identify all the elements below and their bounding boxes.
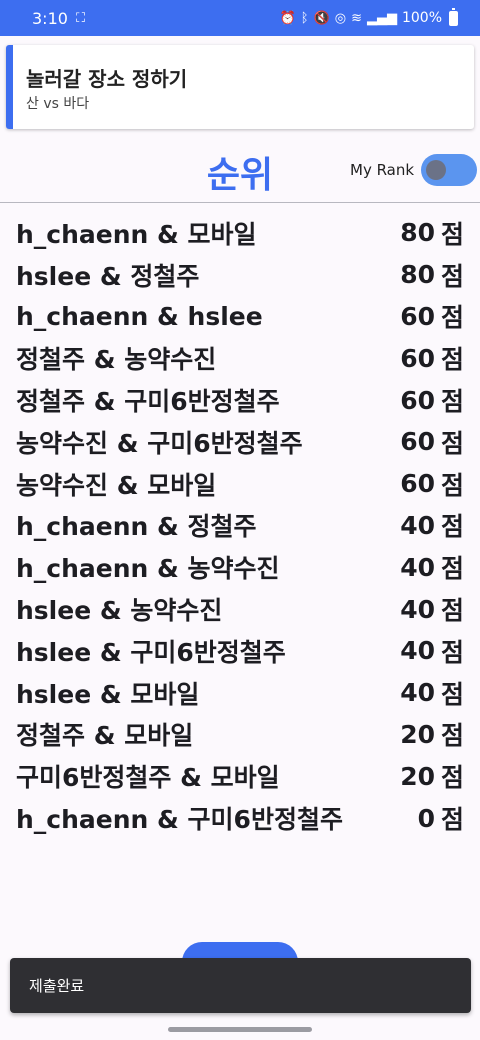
score-value: 40 [400,552,435,582]
room-header-card: 놀러갈 장소 정하기 산 vs 바다 [6,45,474,129]
toggle-knob[interactable] [426,160,446,180]
ranking-list: h_chaenn & 모바일 80 점 hslee & 정철주 80 점 h_chaenn … [16,212,464,839]
snackbar-message: 제출완료 [29,977,85,995]
ranking-row: 정철주 & 농약수진 60 점 [16,337,464,379]
status-time: 3:10 [32,8,68,28]
ranking-pair: hslee & 모바일 [16,679,200,709]
ranking-score: 60 점 [400,340,464,376]
ranking-row: h_chaenn & 모바일 80 점 [16,212,464,254]
score-unit: 점 [440,805,464,835]
snackbar: 제출완료 [10,958,471,1013]
alarm-icon: ⏰ [279,10,296,26]
score-value: 60 [400,343,435,373]
ranking-pair: h_chaenn & 정철주 [16,512,257,542]
ranking-score: 20 점 [400,716,464,752]
wifi-icon: ≋ [351,10,362,26]
ranking-row: 정철주 & 모바일 20 점 [16,714,464,756]
divider [0,202,480,203]
room-title: 놀러갈 장소 정하기 [26,67,188,91]
score-value: 60 [400,301,435,331]
ranking-row: h_chaenn & 구미6반정철주 0 점 [16,797,464,839]
ranking-row: h_chaenn & hslee 60 점 [16,296,464,338]
score-value: 20 [400,719,435,749]
ranking-pair: h_chaenn & 모바일 [16,219,257,249]
battery-icon [449,7,458,26]
battery-percent: 100% [401,10,442,26]
score-unit: 점 [440,679,464,709]
ranking-score: 60 점 [400,298,464,334]
ranking-pair: h_chaenn & 농약수진 [16,554,280,584]
ranking-pair: 구미6반정철주 & 모바일 [16,763,280,793]
my-rank-toggle[interactable] [421,154,477,186]
score-value: 60 [400,385,435,415]
room-subtitle: 산 vs 바다 [26,96,90,112]
ranking-row: 구미6반정철주 & 모바일 20 점 [16,755,464,797]
score-unit: 점 [440,387,464,417]
ranking-score: 80 점 [400,215,464,251]
ranking-score: 80 점 [400,257,464,293]
ranking-pair: hslee & 정철주 [16,261,200,291]
my-rank-label: My Rank [350,161,415,179]
ranking-pair: h_chaenn & 구미6반정철주 [16,805,343,835]
ranking-row: hslee & 모바일 40 점 [16,672,464,714]
bluetooth-icon: ᛒ [300,10,309,26]
ranking-score: 60 점 [400,466,464,502]
score-unit: 점 [440,721,464,751]
signal-icon: ▂▄▆ [366,10,397,26]
score-value: 80 [400,260,435,290]
score-unit: 점 [440,428,464,458]
ranking-score: 20 점 [400,758,464,794]
score-value: 60 [400,427,435,457]
score-unit: 점 [440,554,464,584]
ranking-pair: 농약수진 & 모바일 [16,470,217,500]
score-unit: 점 [440,470,464,500]
screenshot-icon: ⛶ [75,10,86,26]
ranking-score: 40 점 [400,591,464,627]
ranking-score: 40 점 [400,675,464,711]
ranking-row: hslee & 구미6반정철주 40 점 [16,630,464,672]
status-bar: 3:10 ⛶ ⏰ ᛒ 🔇 ◎ ≋ ▂▄▆ 100% [0,0,480,36]
ranking-pair: 정철주 & 농약수진 [16,345,217,375]
score-unit: 점 [440,596,464,626]
ranking-row: 농약수진 & 구미6반정철주 60 점 [16,421,464,463]
score-unit: 점 [440,303,464,333]
score-value: 60 [400,469,435,499]
mute-icon: 🔇 [313,10,330,26]
ranking-row: h_chaenn & 정철주 40 점 [16,505,464,547]
ranking-score: 60 점 [400,424,464,460]
gesture-nav-handle[interactable] [168,1027,312,1032]
score-value: 40 [400,678,435,708]
ranking-score: 60 점 [400,382,464,418]
score-value: 0 [417,803,435,833]
ranking-score: 40 점 [400,549,464,585]
header-accent-bar [6,45,13,129]
ranking-pair: 농약수진 & 구미6반정철주 [16,428,303,458]
ranking-pair: 정철주 & 모바일 [16,721,194,751]
score-unit: 점 [440,261,464,291]
ranking-row: hslee & 농약수진 40 점 [16,588,464,630]
ranking-title: 순위 [206,155,274,196]
ranking-pair: hslee & 구미6반정철주 [16,637,286,667]
score-value: 20 [400,761,435,791]
hotspot-icon: ◎ [334,10,347,26]
ranking-row: h_chaenn & 농약수진 40 점 [16,546,464,588]
score-unit: 점 [440,637,464,667]
ranking-pair: hslee & 농약수진 [16,596,223,626]
score-unit: 점 [440,345,464,375]
ranking-score: 40 점 [400,633,464,669]
ranking-pair: 정철주 & 구미6반정철주 [16,387,280,417]
ranking-row: 농약수진 & 모바일 60 점 [16,463,464,505]
score-value: 40 [400,594,435,624]
score-unit: 점 [440,219,464,249]
ranking-row: hslee & 정철주 80 점 [16,254,464,296]
ranking-row: 정철주 & 구미6반정철주 60 점 [16,379,464,421]
score-unit: 점 [440,763,464,793]
score-value: 40 [400,636,435,666]
ranking-pair: h_chaenn & hslee [16,301,263,331]
score-unit: 점 [440,512,464,542]
score-value: 80 [400,218,435,248]
ranking-score: 40 점 [400,507,464,543]
score-value: 40 [400,510,435,540]
